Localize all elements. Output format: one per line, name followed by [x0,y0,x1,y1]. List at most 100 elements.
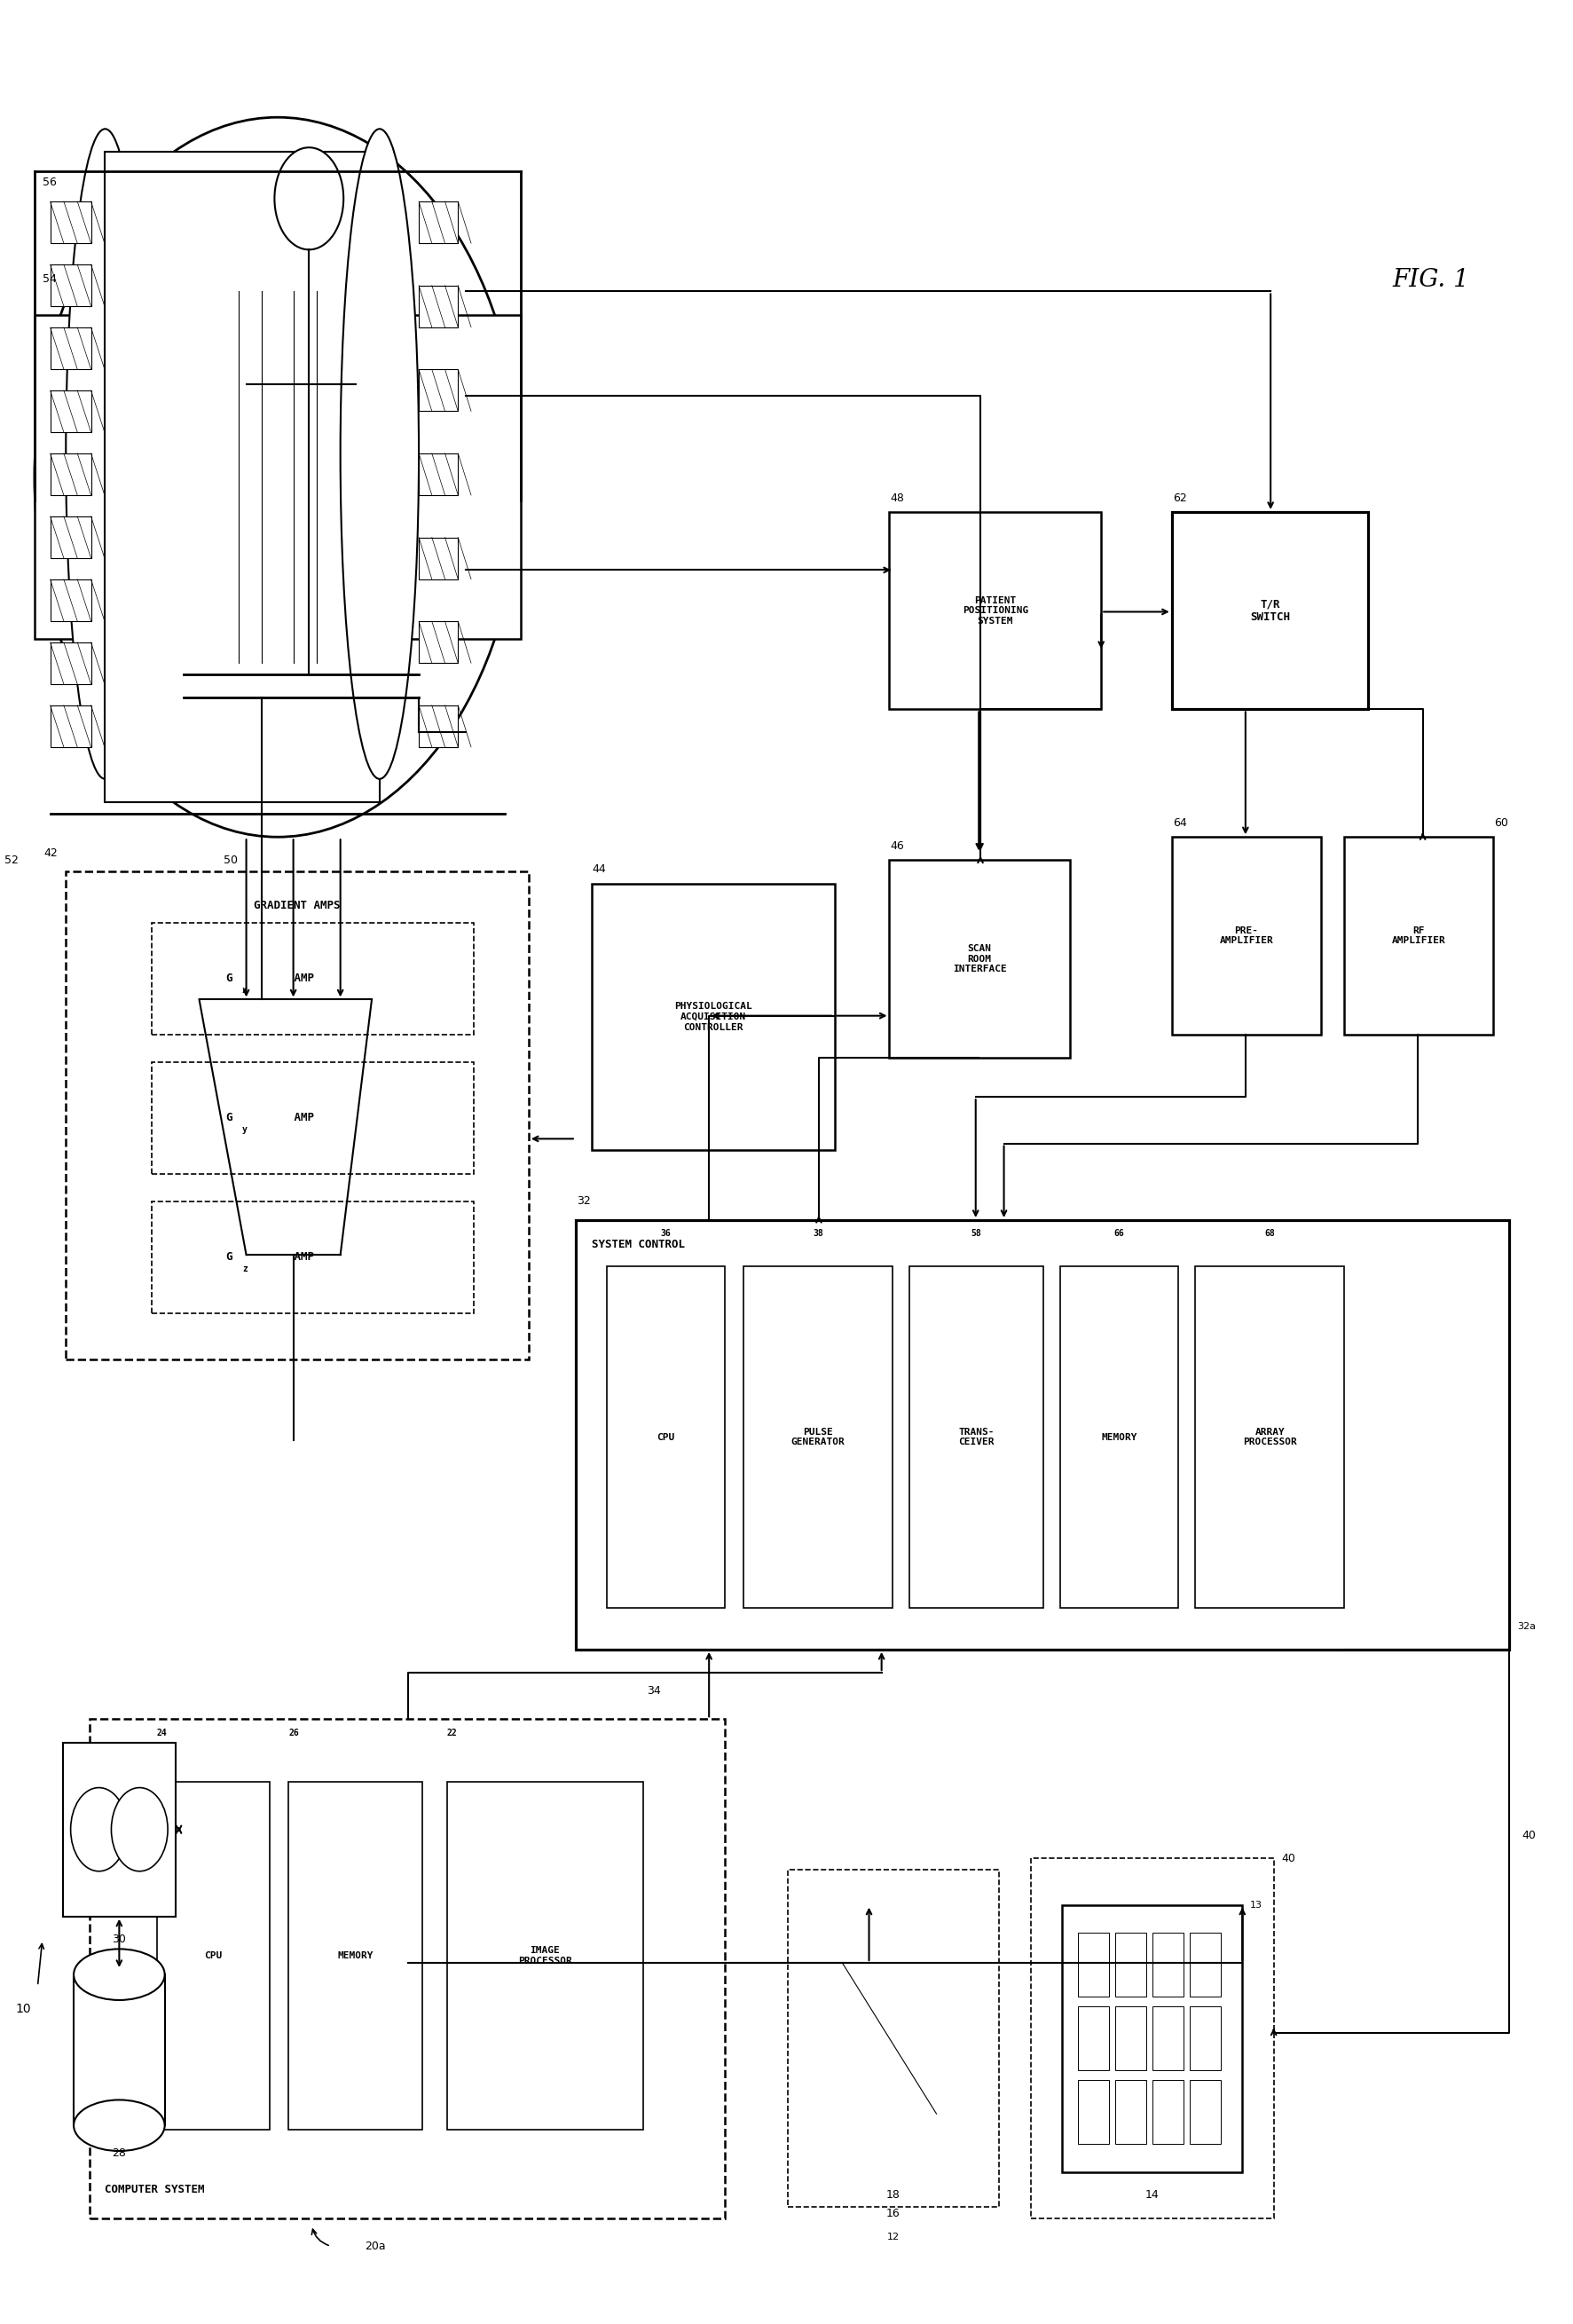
Text: 56: 56 [42,177,57,188]
Text: 34: 34 [647,1685,661,1697]
FancyBboxPatch shape [50,516,91,558]
FancyBboxPatch shape [153,1062,473,1174]
FancyBboxPatch shape [607,1267,725,1608]
Text: y: y [242,1125,247,1134]
Text: CPU: CPU [658,1432,675,1441]
Text: 66: 66 [1114,1229,1125,1239]
Text: z: z [242,1264,247,1274]
FancyBboxPatch shape [418,453,458,495]
Ellipse shape [74,1950,165,2001]
Text: ARRAY
PROCESSOR: ARRAY PROCESSOR [1243,1427,1296,1446]
Text: AMP: AMP [288,974,315,985]
FancyBboxPatch shape [418,704,458,746]
FancyBboxPatch shape [66,872,529,1360]
Text: G: G [227,974,233,985]
Text: 62: 62 [1172,493,1186,504]
Text: PULSE
GENERATOR: PULSE GENERATOR [791,1427,845,1446]
FancyBboxPatch shape [1030,1859,1274,2219]
Ellipse shape [74,2101,165,2152]
Ellipse shape [66,128,145,779]
FancyBboxPatch shape [288,1783,422,2131]
Text: COMPUTER SYSTEM: COMPUTER SYSTEM [105,2185,204,2196]
FancyBboxPatch shape [1172,837,1321,1034]
FancyBboxPatch shape [447,1783,643,2131]
Text: 40: 40 [1282,1852,1296,1864]
Circle shape [112,1787,168,1871]
FancyBboxPatch shape [1195,1267,1345,1608]
Text: 32a: 32a [1516,1622,1535,1631]
Text: SYSTEM CONTROL: SYSTEM CONTROL [591,1239,684,1250]
FancyBboxPatch shape [157,1783,271,2131]
FancyBboxPatch shape [1151,1934,1183,1996]
Text: MEMORY: MEMORY [1101,1432,1137,1441]
Text: T/R
SWITCH: T/R SWITCH [1251,597,1290,623]
Text: IMAGE
PROCESSOR: IMAGE PROCESSOR [518,1948,573,1966]
FancyBboxPatch shape [1345,837,1493,1034]
FancyBboxPatch shape [1115,2006,1145,2071]
Text: 52: 52 [5,855,19,867]
Text: PATIENT
POSITIONING
SYSTEM: PATIENT POSITIONING SYSTEM [963,595,1029,625]
FancyBboxPatch shape [418,621,458,662]
Text: 60: 60 [1494,818,1509,830]
FancyBboxPatch shape [1151,2080,1183,2145]
FancyBboxPatch shape [744,1267,892,1608]
Text: SCAN
ROOM
INTERFACE: SCAN ROOM INTERFACE [953,944,1007,974]
FancyBboxPatch shape [1078,2006,1109,2071]
FancyBboxPatch shape [1115,2080,1145,2145]
Text: 64: 64 [1172,818,1186,830]
FancyBboxPatch shape [50,390,91,432]
FancyBboxPatch shape [35,316,521,639]
FancyBboxPatch shape [1078,1934,1109,1996]
Text: 38: 38 [813,1229,823,1239]
FancyBboxPatch shape [812,1906,975,2173]
FancyBboxPatch shape [418,202,458,244]
FancyBboxPatch shape [889,511,1101,709]
FancyBboxPatch shape [1115,1934,1145,1996]
FancyBboxPatch shape [90,1720,725,2219]
FancyBboxPatch shape [909,1267,1043,1608]
Text: CPU: CPU [204,1952,222,1961]
Text: 30: 30 [112,1934,126,1945]
FancyBboxPatch shape [50,328,91,370]
Text: MEMORY: MEMORY [337,1952,373,1961]
FancyBboxPatch shape [418,537,458,579]
Text: 58: 58 [971,1229,982,1239]
Text: 22: 22 [447,1729,458,1738]
Text: 20a: 20a [365,2240,385,2252]
Text: 32: 32 [577,1197,590,1206]
Text: AMP: AMP [288,1113,315,1125]
Text: 44: 44 [591,865,606,876]
Ellipse shape [340,128,418,779]
FancyBboxPatch shape [153,923,473,1034]
FancyBboxPatch shape [1189,2006,1221,2071]
Text: AMP: AMP [288,1250,315,1262]
FancyBboxPatch shape [1062,1906,1243,2173]
FancyBboxPatch shape [63,1743,176,1917]
FancyBboxPatch shape [418,286,458,328]
FancyBboxPatch shape [591,883,835,1150]
Text: G: G [227,1113,233,1125]
Text: 68: 68 [1265,1229,1276,1239]
Ellipse shape [35,116,521,837]
Text: x: x [242,985,247,995]
Text: 10: 10 [16,2003,31,2015]
Circle shape [275,146,343,249]
Text: 48: 48 [890,493,904,504]
Text: 14: 14 [1145,2189,1159,2201]
FancyBboxPatch shape [50,704,91,746]
Text: 26: 26 [288,1729,299,1738]
FancyBboxPatch shape [105,151,379,802]
Text: 24: 24 [157,1729,167,1738]
Text: 40: 40 [1521,1829,1535,1841]
FancyBboxPatch shape [418,370,458,411]
FancyBboxPatch shape [1189,1934,1221,1996]
Text: 28: 28 [112,2147,126,2159]
Text: GRADIENT AMPS: GRADIENT AMPS [253,899,340,911]
FancyBboxPatch shape [1060,1267,1178,1608]
Text: PRE-
AMPLIFIER: PRE- AMPLIFIER [1219,925,1273,946]
FancyBboxPatch shape [576,1220,1509,1650]
Circle shape [71,1787,127,1871]
Text: 46: 46 [890,841,904,853]
Text: 16: 16 [886,2208,900,2219]
Text: 54: 54 [42,274,57,286]
